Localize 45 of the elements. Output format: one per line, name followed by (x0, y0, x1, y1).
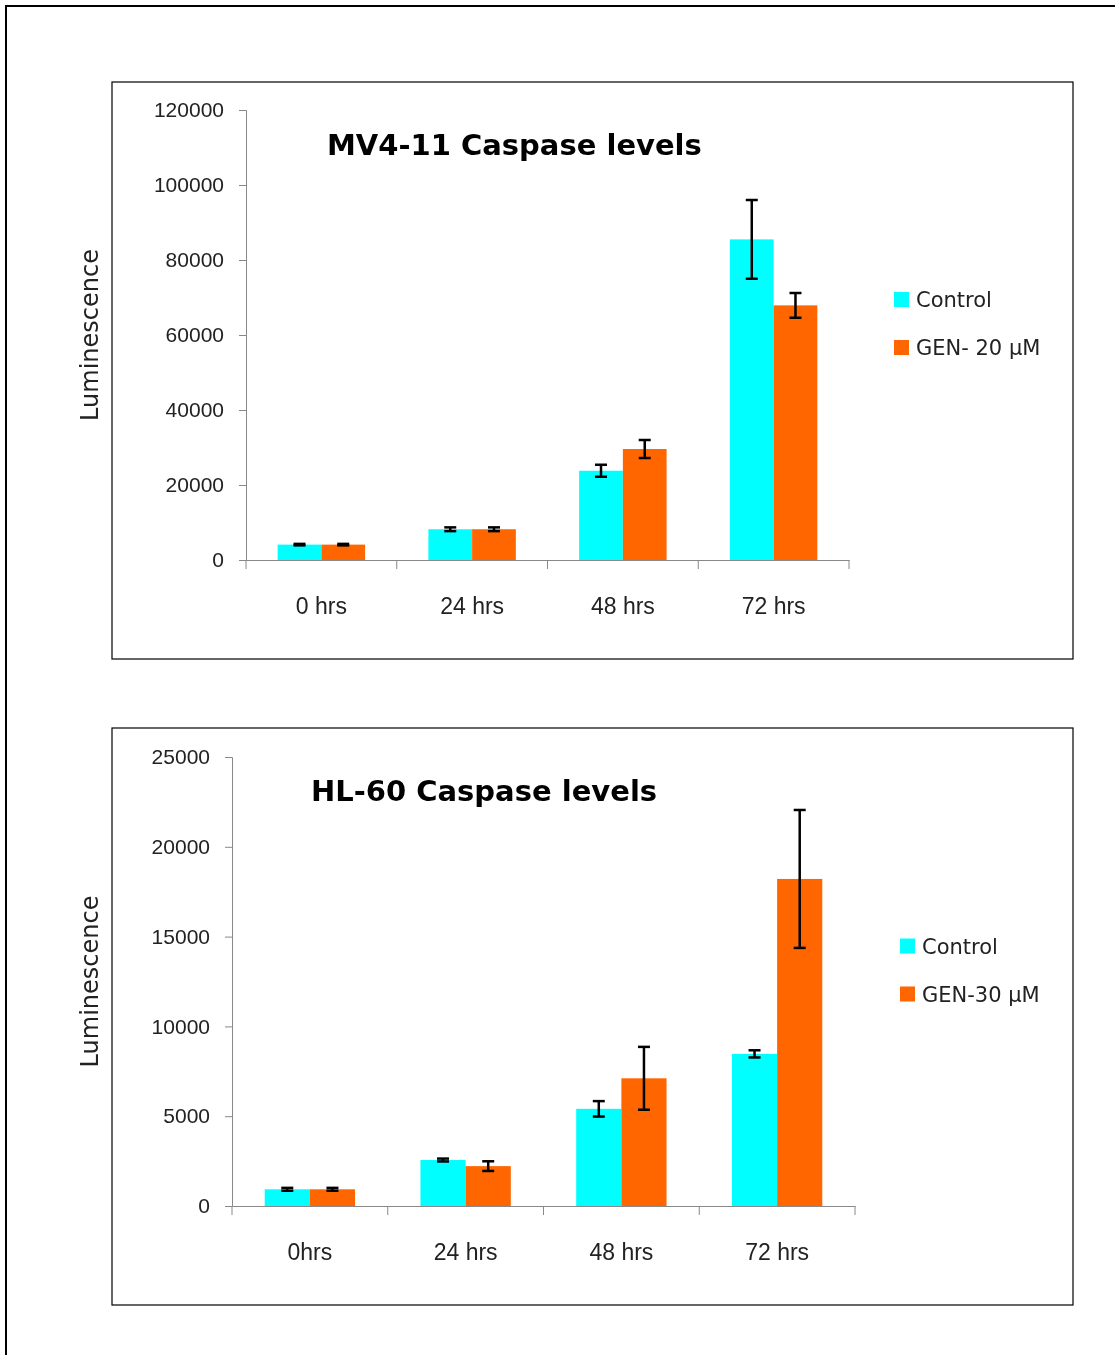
x-tick-label: 0hrs (287, 1239, 333, 1266)
text: MV4-11 Caspase levels (327, 128, 702, 162)
bar (622, 449, 667, 560)
y-tick-label: 100000 (153, 173, 224, 197)
y-tick-label: 25000 (151, 745, 210, 769)
bar (264, 1189, 310, 1206)
bar (576, 1108, 622, 1206)
y-tick-label: 60000 (165, 323, 224, 347)
x-tick-label: 48 hrs (590, 593, 655, 620)
bar (731, 1053, 778, 1206)
y-axis-title: Luminescence (76, 249, 105, 421)
bar (621, 1078, 667, 1206)
x-tick-label: 0 hrs (295, 593, 347, 620)
y-tick-label: 20000 (151, 835, 210, 859)
y-tick-label: 120000 (153, 98, 224, 122)
x-tick-label: 24 hrs (433, 1239, 498, 1266)
bar (472, 529, 516, 560)
x-tick-label: 24 hrs (440, 593, 505, 620)
bar (777, 878, 823, 1206)
bar (773, 305, 818, 560)
y-tick-label: 5000 (163, 1104, 210, 1128)
x-tick-label: 48 hrs (589, 1239, 654, 1266)
x-tick-label: 72 hrs (741, 593, 806, 620)
y-tick-label: 80000 (165, 248, 224, 272)
legend-label: Control (916, 288, 992, 313)
bar (277, 544, 322, 560)
y-tick-label: 15000 (151, 924, 210, 948)
legend-label: Control (922, 934, 998, 959)
y-tick-label: 10000 (151, 1014, 210, 1038)
x-tick-label: 72 hrs (745, 1239, 810, 1266)
bar (729, 239, 774, 560)
bar (309, 1189, 356, 1206)
y-tick-label: 40000 (165, 398, 224, 422)
bar (321, 544, 366, 560)
bar (579, 470, 623, 560)
text: HL-60 Caspase levels (311, 774, 658, 808)
bar (420, 1160, 466, 1206)
y-tick-label: 0 (212, 548, 224, 572)
y-axis-title: Luminescence (76, 895, 105, 1068)
bar (428, 529, 473, 560)
y-tick-label: 0 (198, 1194, 210, 1218)
y-tick-label: 20000 (165, 473, 224, 497)
legend-label: GEN-30 μM (922, 982, 1040, 1007)
bar (465, 1166, 511, 1206)
legend-label: GEN- 20 μM (916, 336, 1041, 361)
